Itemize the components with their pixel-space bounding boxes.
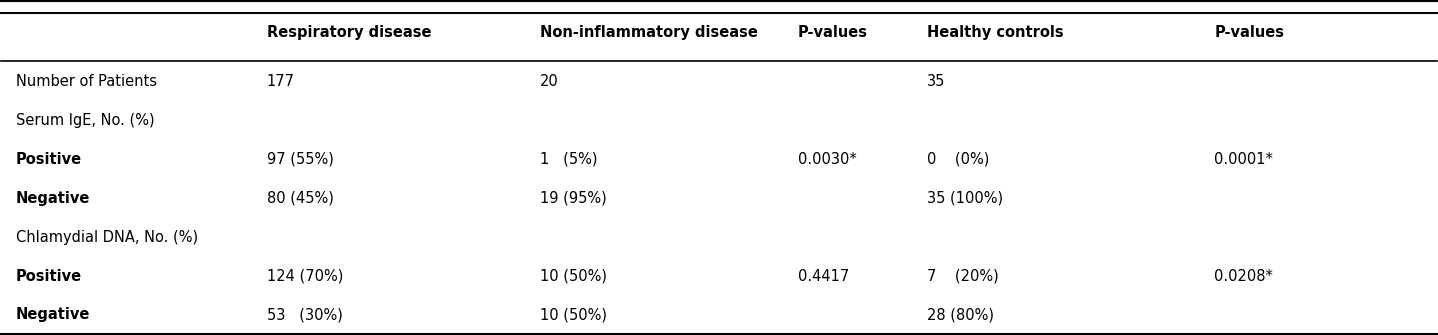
Text: Non-inflammatory disease: Non-inflammatory disease bbox=[539, 25, 758, 40]
Text: 53   (30%): 53 (30%) bbox=[267, 308, 342, 322]
Text: 124 (70%): 124 (70%) bbox=[267, 269, 344, 283]
Text: 0    (0%): 0 (0%) bbox=[928, 152, 989, 167]
Text: Healthy controls: Healthy controls bbox=[928, 25, 1064, 40]
Text: Positive: Positive bbox=[16, 152, 82, 167]
Text: 97 (55%): 97 (55%) bbox=[267, 152, 334, 167]
Text: P-values: P-values bbox=[798, 25, 869, 40]
Text: Serum IgE, No. (%): Serum IgE, No. (%) bbox=[16, 113, 154, 128]
Text: Chlamydial DNA, No. (%): Chlamydial DNA, No. (%) bbox=[16, 229, 198, 245]
Text: 19 (95%): 19 (95%) bbox=[539, 191, 607, 206]
Text: 1   (5%): 1 (5%) bbox=[539, 152, 597, 167]
Text: 80 (45%): 80 (45%) bbox=[267, 191, 334, 206]
Text: 0.0001*: 0.0001* bbox=[1214, 152, 1273, 167]
Text: 10 (50%): 10 (50%) bbox=[539, 269, 607, 283]
Text: 0.0208*: 0.0208* bbox=[1214, 269, 1273, 283]
Text: 7    (20%): 7 (20%) bbox=[928, 269, 999, 283]
Text: Positive: Positive bbox=[16, 269, 82, 283]
Text: P-values: P-values bbox=[1214, 25, 1284, 40]
Text: 10 (50%): 10 (50%) bbox=[539, 308, 607, 322]
Text: Number of Patients: Number of Patients bbox=[16, 74, 157, 89]
Text: Negative: Negative bbox=[16, 191, 91, 206]
Text: 0.0030*: 0.0030* bbox=[798, 152, 857, 167]
Text: 20: 20 bbox=[539, 74, 558, 89]
Text: 35: 35 bbox=[928, 74, 945, 89]
Text: Negative: Negative bbox=[16, 308, 91, 322]
Text: 28 (80%): 28 (80%) bbox=[928, 308, 994, 322]
Text: Respiratory disease: Respiratory disease bbox=[267, 25, 431, 40]
Text: 35 (100%): 35 (100%) bbox=[928, 191, 1004, 206]
Text: 177: 177 bbox=[267, 74, 295, 89]
Text: 0.4417: 0.4417 bbox=[798, 269, 850, 283]
